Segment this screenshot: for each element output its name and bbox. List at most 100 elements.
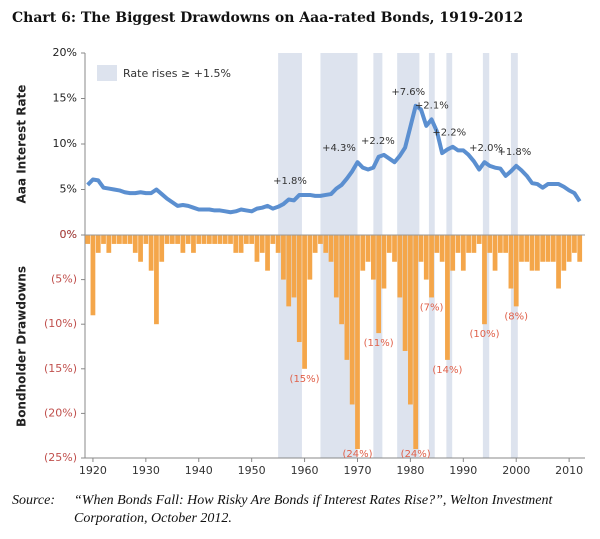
- drawdown-bar: [508, 235, 514, 289]
- drawdown-bar: [212, 235, 218, 244]
- source: Source: “When Bonds Fall: How Risky Are …: [12, 492, 592, 528]
- rise-label: +7.6%: [391, 87, 425, 98]
- drawdown-bar: [460, 235, 466, 271]
- drawdown-bar: [476, 235, 482, 244]
- drawdown-label: (24%): [401, 449, 431, 460]
- drawdown-bar: [95, 235, 101, 253]
- drawdown-bar: [561, 235, 567, 271]
- drawdown-bar: [445, 235, 450, 360]
- source-label: Source:: [12, 493, 56, 508]
- x-tick-label: 1920: [79, 464, 107, 477]
- drawdown-bar: [376, 235, 382, 334]
- drawdown-bar: [323, 235, 329, 253]
- rise-label: +2.2%: [361, 136, 395, 147]
- drawdown-bar: [328, 235, 334, 262]
- x-tick-label: 2000: [502, 464, 530, 477]
- drawdown-bar: [122, 235, 128, 244]
- drawdown-bar: [275, 235, 281, 253]
- x-tick-label: 1950: [238, 464, 266, 477]
- drawdown-bar: [434, 235, 440, 253]
- source-text: “When Bonds Fall: How Risky Are Bonds if…: [74, 493, 553, 526]
- drawdown-bar: [222, 235, 228, 244]
- drawdown-bar: [111, 235, 117, 244]
- drawdown-bar: [265, 235, 270, 271]
- y-tick-label: (5%): [51, 273, 77, 286]
- drawdown-bar: [302, 235, 307, 369]
- drawdown-bar: [143, 235, 149, 244]
- drawdown-bar: [429, 235, 434, 298]
- drawdown-bar: [540, 235, 546, 262]
- y-tick-label: (15%): [44, 362, 77, 375]
- drawdown-bar: [513, 235, 519, 307]
- drawdown-bar: [529, 235, 535, 271]
- drawdown-bar: [423, 235, 429, 280]
- drawdown-bar: [413, 235, 419, 450]
- y-axis-title: Aaa Interest Rate: [15, 85, 29, 204]
- drawdown-bar: [132, 235, 138, 253]
- y-tick-label: (25%): [44, 451, 77, 464]
- drawdown-bar: [191, 235, 196, 253]
- drawdown-bar: [503, 235, 509, 253]
- drawdown-label: (24%): [342, 449, 372, 460]
- drawdown-bar: [471, 235, 477, 253]
- drawdown-bar: [281, 235, 286, 280]
- y-tick-label: 0%: [60, 228, 77, 241]
- drawdown-bar: [550, 235, 556, 262]
- drawdown-bar: [450, 235, 456, 271]
- drawdown-bar: [196, 235, 202, 244]
- drawdown-bar: [497, 235, 503, 253]
- drawdown-bar: [312, 235, 318, 253]
- x-tick-label: 1970: [343, 464, 371, 477]
- drawdown-bar: [243, 235, 249, 244]
- drawdown-bar: [164, 235, 170, 244]
- drawdown-bar: [228, 235, 233, 244]
- drawdown-bar: [206, 235, 212, 244]
- drawdown-bar: [360, 235, 366, 271]
- drawdown-bar: [85, 235, 91, 244]
- drawdown-bar: [402, 235, 408, 351]
- drawdown-bar: [127, 235, 133, 244]
- drawdown-bar: [296, 235, 302, 343]
- drawdown-label: (15%): [290, 374, 320, 385]
- drawdown-bar: [392, 235, 397, 262]
- drawdown-bar: [566, 235, 572, 262]
- rise-label: +1.8%: [273, 176, 307, 187]
- drawdown-bar: [249, 235, 255, 244]
- drawdown-label: (7%): [420, 302, 444, 313]
- drawdown-label: (8%): [504, 311, 528, 322]
- drawdown-bar: [270, 235, 276, 244]
- drawdown-bar: [238, 235, 244, 253]
- drawdown-bar: [201, 235, 207, 244]
- chart-title: Chart 6: The Biggest Drawdowns on Aaa-ra…: [12, 10, 523, 26]
- drawdown-bar: [138, 235, 143, 262]
- y-tick-label: 0%: [60, 228, 77, 241]
- y-tick-label: (20%): [44, 406, 77, 419]
- x-tick-label: 2010: [555, 464, 583, 477]
- drawdown-bar: [482, 235, 487, 325]
- drawdown-bar: [455, 235, 461, 253]
- drawdown-label: (10%): [469, 329, 499, 340]
- drawdown-bar: [169, 235, 175, 244]
- drawdown-bar: [175, 235, 180, 244]
- drawdown-bar: [349, 235, 355, 405]
- drawdown-bar: [418, 235, 424, 262]
- drawdown-bar: [339, 235, 344, 325]
- x-tick-label: 1990: [449, 464, 477, 477]
- drawdown-bar: [519, 235, 524, 262]
- drawdown-bar: [254, 235, 260, 262]
- chart: Chart 6: The Biggest Drawdowns on Aaa-ra…: [12, 10, 585, 477]
- drawdown-bar: [439, 235, 445, 262]
- drawdown-bar: [545, 235, 551, 262]
- drawdown-bar: [572, 235, 577, 253]
- drawdown-bar: [397, 235, 403, 298]
- rise-label: +2.2%: [432, 128, 466, 139]
- drawdown-bar: [344, 235, 350, 360]
- drawdown-bar: [180, 235, 186, 253]
- y-tick-label: 20%: [53, 46, 77, 59]
- drawdown-bar: [577, 235, 583, 262]
- drawdown-bar: [492, 235, 498, 271]
- x-tick-label: 1930: [132, 464, 160, 477]
- drawdown-bar: [148, 235, 154, 271]
- drawdown-bar: [408, 235, 413, 405]
